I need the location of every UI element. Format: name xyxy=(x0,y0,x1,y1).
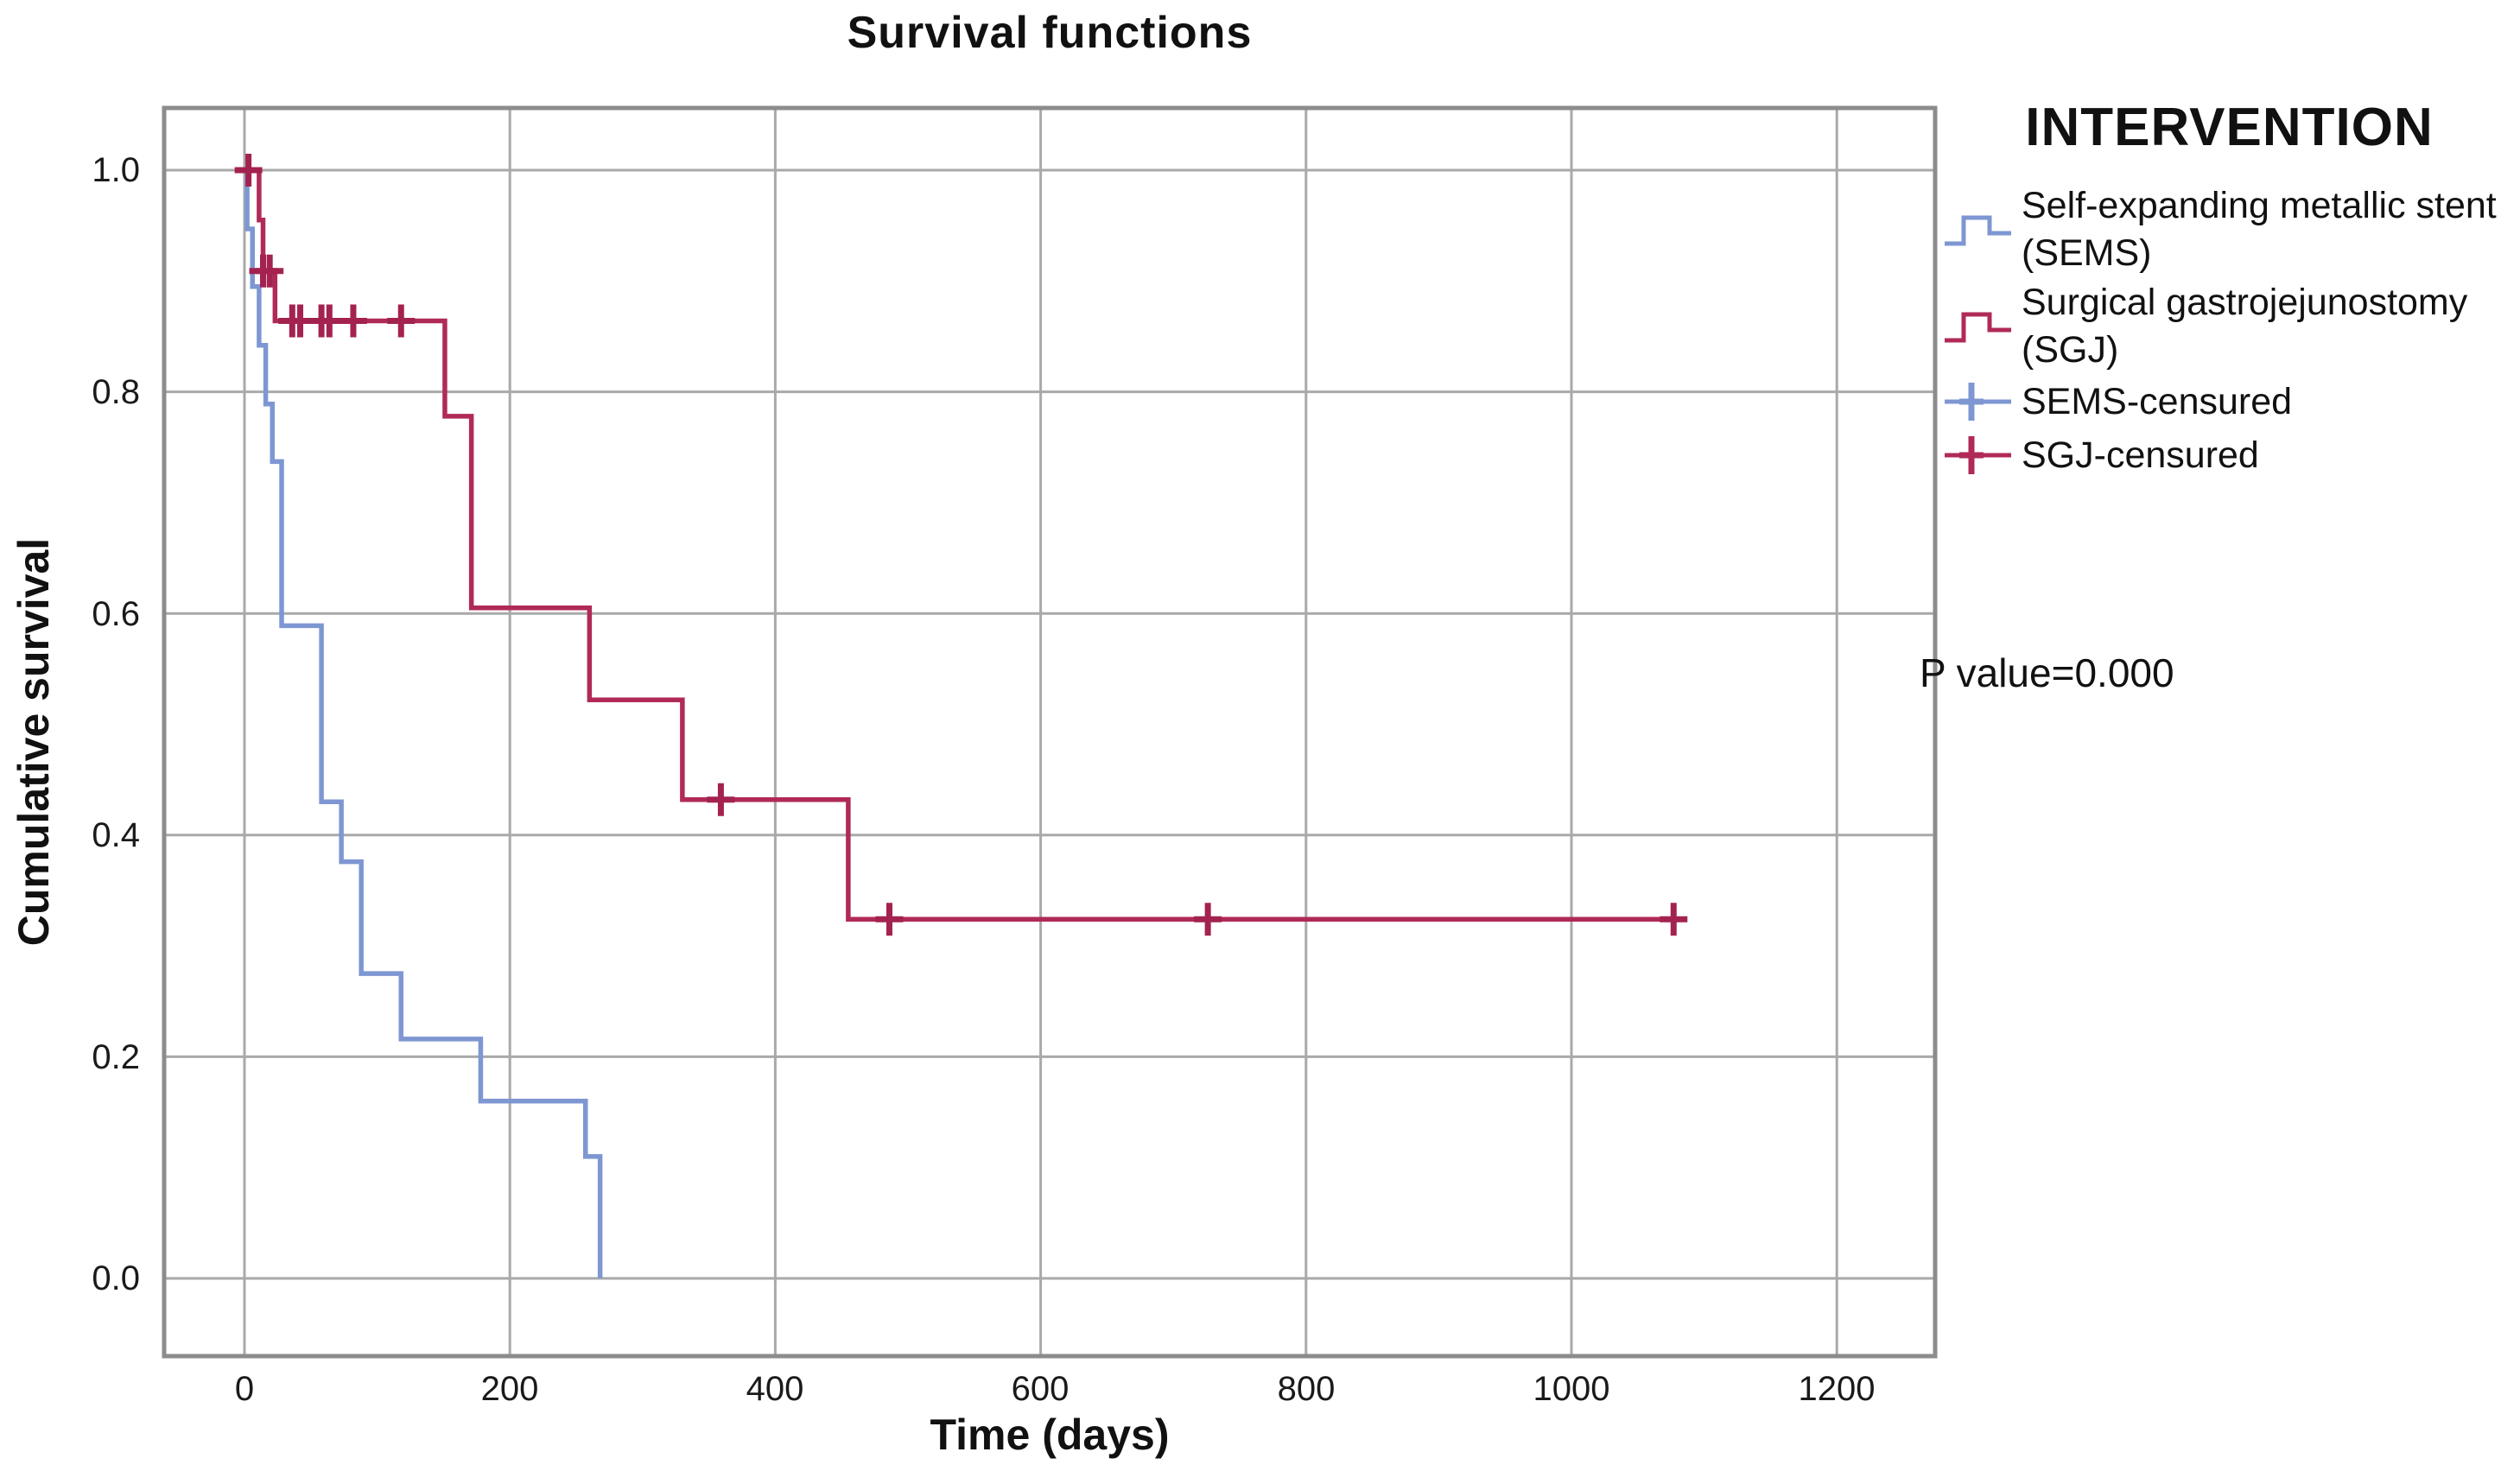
survival-curve-sgj xyxy=(244,168,1685,923)
x-axis-title: Time (days) xyxy=(930,1411,1170,1459)
y-tick-label: 1.0 xyxy=(92,151,140,189)
y-tick-label: 0.0 xyxy=(92,1259,140,1297)
x-tick-label: 1200 xyxy=(1798,1370,1876,1408)
legend-item-sems-censored: SEMS-censured xyxy=(1942,376,2517,428)
sgj-censor-plus-icon xyxy=(1942,429,2022,481)
sems-step-line-icon xyxy=(1942,204,2022,256)
legend-item-label: Surgical gastrojejunostomy (SGJ) xyxy=(2022,279,2467,374)
legend-item-label: Self-expanding metallic stent (SEMS) xyxy=(2022,182,2497,277)
x-tick-label: 400 xyxy=(746,1370,804,1408)
legend-item-sgj-censored: SGJ-censured xyxy=(1942,429,2517,481)
x-tick-label: 0 xyxy=(234,1370,255,1408)
x-tick-label: 200 xyxy=(480,1370,539,1408)
y-tick-label: 0.8 xyxy=(92,373,140,411)
legend-item-sgj: Surgical gastrojejunostomy (SGJ) xyxy=(1942,279,2517,374)
plot-frame xyxy=(162,105,1938,1359)
sems-censor-plus-icon xyxy=(1942,376,2022,428)
x-tick-label: 600 xyxy=(1011,1370,1070,1408)
survival-curve-sems xyxy=(244,168,603,1278)
legend-title: INTERVENTION xyxy=(2025,98,2434,157)
legend-label-line: SEMS-censured xyxy=(2022,380,2293,422)
y-axis-title: Cumulative survival xyxy=(10,537,58,947)
legend: INTERVENTION Self-expanding metallic ste… xyxy=(1942,97,2517,483)
y-tick-label: 0.4 xyxy=(92,816,140,854)
legend-label-line: Self-expanding metallic stent xyxy=(2022,185,2497,226)
x-tick-label: 1000 xyxy=(1533,1370,1610,1408)
y-tick-label: 0.2 xyxy=(92,1038,140,1076)
legend-item-label: SEMS-censured xyxy=(2022,378,2292,426)
y-tick-label: 0.6 xyxy=(92,595,140,633)
legend-label-line: (SGJ) xyxy=(2022,329,2119,371)
p-value-annotation: P value=0.000 xyxy=(1920,650,2174,695)
legend-label-line: Surgical gastrojejunostomy xyxy=(2022,282,2468,323)
legend-label-line: SGJ-censured xyxy=(2022,434,2259,476)
chart-title: Survival functions xyxy=(847,8,1253,58)
legend-label-line: (SEMS) xyxy=(2022,232,2152,274)
sgj-step-line-icon xyxy=(1942,301,2022,352)
x-tick-label: 800 xyxy=(1277,1370,1336,1408)
legend-item-label: SGJ-censured xyxy=(2022,432,2259,479)
legend-item-sems: Self-expanding metallic stent (SEMS) xyxy=(1942,182,2517,277)
